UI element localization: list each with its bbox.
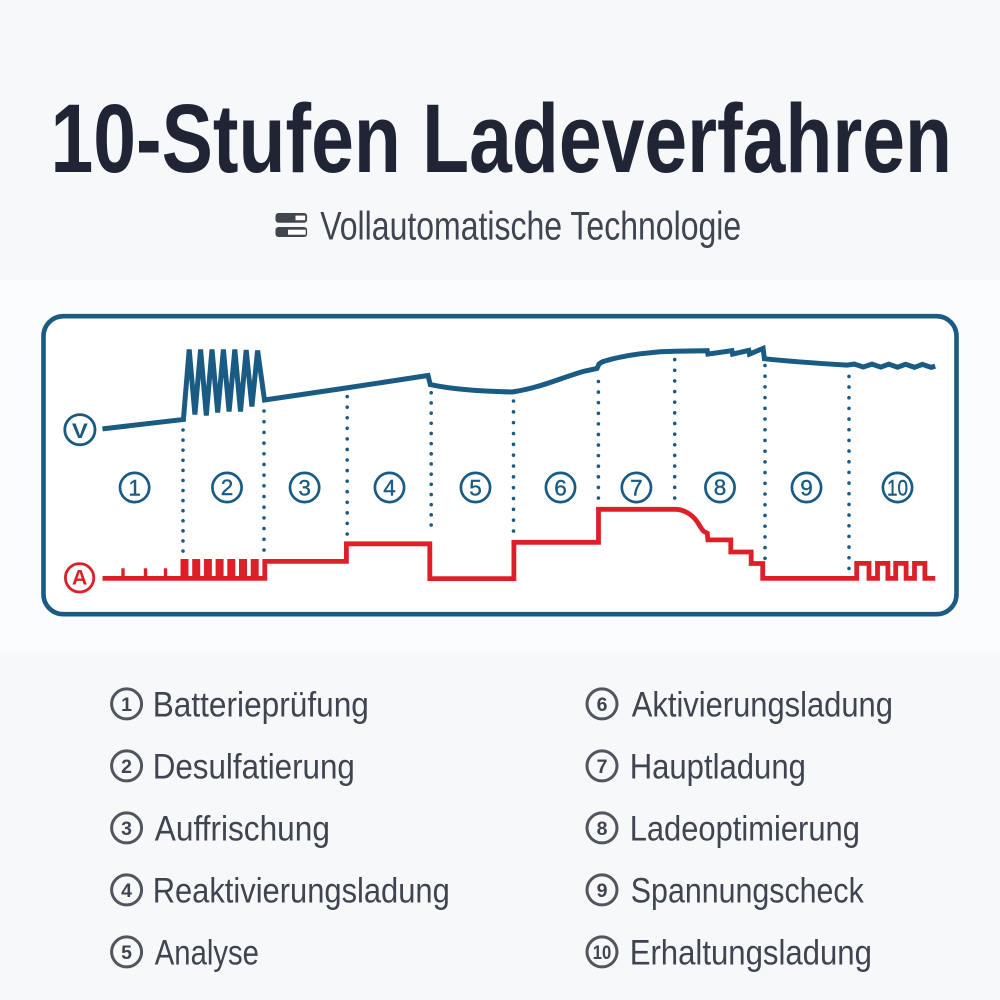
svg-text:Hauptladung: Hauptladung bbox=[630, 748, 806, 787]
svg-text:8: 8 bbox=[714, 475, 727, 500]
svg-text:9: 9 bbox=[800, 475, 813, 500]
svg-text:9: 9 bbox=[597, 880, 608, 902]
svg-text:Auffrischung: Auffrischung bbox=[155, 810, 330, 849]
svg-text:1: 1 bbox=[121, 694, 132, 716]
svg-text:Ladeoptimierung: Ladeoptimierung bbox=[630, 810, 860, 849]
svg-text:4: 4 bbox=[383, 475, 396, 500]
svg-text:A: A bbox=[72, 566, 88, 590]
svg-text:Batterieprüfung: Batterieprüfung bbox=[153, 686, 369, 725]
svg-text:10: 10 bbox=[887, 475, 908, 500]
svg-text:Desulfatierung: Desulfatierung bbox=[153, 748, 355, 787]
svg-text:Spannungscheck: Spannungscheck bbox=[631, 872, 864, 911]
svg-text:Vollautomatische Technologie: Vollautomatische Technologie bbox=[320, 204, 741, 248]
svg-text:7: 7 bbox=[630, 475, 643, 500]
svg-text:Aktivierungsladung: Aktivierungsladung bbox=[632, 686, 893, 725]
svg-text:3: 3 bbox=[121, 818, 132, 840]
svg-text:2: 2 bbox=[221, 475, 234, 500]
svg-text:5: 5 bbox=[469, 475, 482, 500]
svg-text:5: 5 bbox=[121, 942, 132, 964]
svg-text:8: 8 bbox=[597, 818, 608, 840]
svg-text:2: 2 bbox=[121, 756, 132, 778]
svg-text:6: 6 bbox=[554, 475, 567, 500]
svg-text:Erhaltungsladung: Erhaltungsladung bbox=[630, 934, 872, 973]
svg-text:6: 6 bbox=[597, 694, 608, 716]
svg-text:Analyse: Analyse bbox=[155, 934, 259, 973]
svg-text:V: V bbox=[72, 419, 89, 443]
svg-text:4: 4 bbox=[121, 880, 132, 902]
svg-text:10-Stufen Ladeverfahren: 10-Stufen Ladeverfahren bbox=[51, 84, 953, 193]
svg-text:Reaktivierungsladung: Reaktivierungsladung bbox=[153, 872, 450, 911]
svg-text:7: 7 bbox=[597, 756, 608, 778]
svg-text:10: 10 bbox=[593, 942, 612, 964]
svg-text:1: 1 bbox=[128, 475, 141, 500]
svg-text:3: 3 bbox=[298, 475, 311, 500]
